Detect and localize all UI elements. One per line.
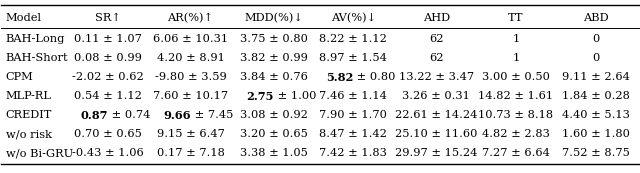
Text: 22.61 ± 14.24: 22.61 ± 14.24 [395,110,477,120]
Text: -9.80 ± 3.59: -9.80 ± 3.59 [155,72,227,82]
Text: 3.75 ± 0.80: 3.75 ± 0.80 [239,34,307,44]
Text: 9.66: 9.66 [163,110,191,121]
Text: MLP-RL: MLP-RL [6,91,52,101]
Text: 1.84 ± 0.28: 1.84 ± 0.28 [562,91,630,101]
Text: 1: 1 [513,53,520,63]
Text: BAH-Long: BAH-Long [6,34,65,44]
Text: 13.22 ± 3.47: 13.22 ± 3.47 [399,72,474,82]
Text: 7.52 ± 8.75: 7.52 ± 8.75 [562,148,630,158]
Text: ± 1.00: ± 1.00 [273,91,316,101]
Text: 25.10 ± 11.60: 25.10 ± 11.60 [395,129,477,139]
Text: 3.20 ± 0.65: 3.20 ± 0.65 [239,129,307,139]
Text: 4.20 ± 8.91: 4.20 ± 8.91 [157,53,225,63]
Text: 9.11 ± 2.64: 9.11 ± 2.64 [562,72,630,82]
Text: 3.26 ± 0.31: 3.26 ± 0.31 [403,91,470,101]
Text: AHD: AHD [422,13,450,23]
Text: 62: 62 [429,34,444,44]
Text: 0.70 ± 0.65: 0.70 ± 0.65 [74,129,141,139]
Text: 2.75: 2.75 [246,91,273,102]
Text: CPM: CPM [6,72,33,82]
Text: 4.82 ± 2.83: 4.82 ± 2.83 [482,129,550,139]
Text: 10.73 ± 8.18: 10.73 ± 8.18 [479,110,554,120]
Text: 0.08 ± 0.99: 0.08 ± 0.99 [74,53,141,63]
Text: 0: 0 [592,53,600,63]
Text: CREDIT: CREDIT [6,110,52,120]
Text: 3.84 ± 0.76: 3.84 ± 0.76 [239,72,307,82]
Text: TT: TT [508,13,524,23]
Text: ABD: ABD [583,13,609,23]
Text: w/o risk: w/o risk [6,129,52,139]
Text: 4.40 ± 5.13: 4.40 ± 5.13 [562,110,630,120]
Text: 8.97 ± 1.54: 8.97 ± 1.54 [319,53,387,63]
Text: ± 0.80: ± 0.80 [353,72,396,82]
Text: 0.17 ± 7.18: 0.17 ± 7.18 [157,148,225,158]
Text: 7.46 ± 1.14: 7.46 ± 1.14 [319,91,387,101]
Text: 9.15 ± 6.47: 9.15 ± 6.47 [157,129,225,139]
Text: 3.38 ± 1.05: 3.38 ± 1.05 [239,148,307,158]
Text: 0: 0 [592,34,600,44]
Text: SR↑: SR↑ [95,13,120,23]
Text: -0.43 ± 1.06: -0.43 ± 1.06 [72,148,143,158]
Text: BAH-Short: BAH-Short [6,53,68,63]
Text: 8.47 ± 1.42: 8.47 ± 1.42 [319,129,387,139]
Text: 29.97 ± 15.24: 29.97 ± 15.24 [395,148,477,158]
Text: 7.27 ± 6.64: 7.27 ± 6.64 [482,148,550,158]
Text: 7.42 ± 1.83: 7.42 ± 1.83 [319,148,387,158]
Text: 3.00 ± 0.50: 3.00 ± 0.50 [482,72,550,82]
Text: AR(%)↑: AR(%)↑ [168,13,214,23]
Text: 1: 1 [513,34,520,44]
Text: MDD(%)↓: MDD(%)↓ [244,13,303,23]
Text: 8.22 ± 1.12: 8.22 ± 1.12 [319,34,387,44]
Text: 14.82 ± 1.61: 14.82 ± 1.61 [479,91,554,101]
Text: 6.06 ± 10.31: 6.06 ± 10.31 [153,34,228,44]
Text: AV(%)↓: AV(%)↓ [331,13,376,23]
Text: 62: 62 [429,53,444,63]
Text: ± 0.74: ± 0.74 [108,110,150,120]
Text: 3.82 ± 0.99: 3.82 ± 0.99 [239,53,307,63]
Text: 0.54 ± 1.12: 0.54 ± 1.12 [74,91,141,101]
Text: 1.60 ± 1.80: 1.60 ± 1.80 [562,129,630,139]
Text: 3.08 ± 0.92: 3.08 ± 0.92 [239,110,307,120]
Text: 0.87: 0.87 [80,110,108,121]
Text: 7.60 ± 10.17: 7.60 ± 10.17 [153,91,228,101]
Text: 0.11 ± 1.07: 0.11 ± 1.07 [74,34,141,44]
Text: w/o Bi-GRU: w/o Bi-GRU [6,148,73,158]
Text: Model: Model [6,13,42,23]
Text: -2.02 ± 0.62: -2.02 ± 0.62 [72,72,143,82]
Text: ± 7.45: ± 7.45 [191,110,233,120]
Text: 7.90 ± 1.70: 7.90 ± 1.70 [319,110,387,120]
Text: 5.82: 5.82 [326,72,353,83]
